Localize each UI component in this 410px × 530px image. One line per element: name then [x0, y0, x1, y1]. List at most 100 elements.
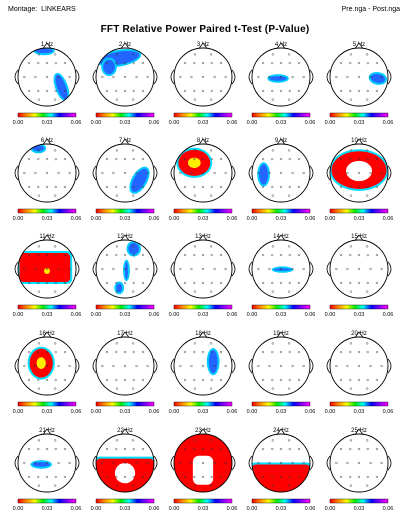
colorbar-tick-label: 0.00 [169, 312, 180, 318]
region-inner [32, 462, 50, 467]
colorbar-tick-label: 0.00 [325, 312, 336, 318]
colorbar [95, 208, 155, 214]
colorbar [95, 304, 155, 310]
electrode-marker [34, 75, 37, 79]
region-hole [192, 455, 214, 485]
right-ear [153, 69, 158, 85]
nose [198, 331, 208, 338]
colorbar-tick-label: 0.06 [305, 216, 316, 222]
right-ear [75, 455, 80, 471]
electrode-marker [201, 171, 205, 175]
colorbar-tick-label: 0.00 [169, 409, 180, 415]
electrode-marker [366, 253, 369, 257]
electrode-marker [257, 364, 260, 368]
colorbar-tick-label: 0.06 [383, 312, 394, 318]
right-ear [309, 455, 314, 471]
topomap-2: 2 Hz0.00 0.03 0.06 [91, 42, 160, 126]
electrode-marker [213, 75, 216, 79]
head-background [252, 337, 310, 395]
electrode-marker [201, 364, 205, 368]
electrode-marker [366, 149, 369, 152]
electrode-marker [101, 267, 104, 271]
colorbar [251, 208, 311, 214]
electrode-marker [115, 447, 118, 451]
colorbar-tick-label: 0.06 [71, 120, 82, 126]
electrode-marker [183, 378, 187, 382]
electrode-marker [201, 89, 205, 93]
colorbar-tick-label: 0.03 [276, 312, 287, 318]
electrode-marker [193, 61, 196, 65]
electrode-marker [339, 378, 343, 382]
electrode-marker [105, 281, 109, 285]
electrode-marker [357, 364, 361, 368]
colorbar [173, 498, 233, 504]
head-outline [17, 433, 77, 493]
electrode-marker [112, 364, 115, 368]
colorbar-tick-label: 0.06 [383, 409, 394, 415]
left-ear [248, 455, 253, 471]
electrode-marker [132, 342, 135, 345]
electrode-marker [54, 185, 57, 189]
nose [120, 234, 130, 241]
electrode-marker [219, 89, 223, 93]
region-inner [131, 168, 148, 192]
electrode-marker [193, 387, 196, 390]
electrode-marker [349, 290, 352, 293]
colorbar-tick-label: 0.00 [13, 120, 24, 126]
electrode-marker [380, 171, 383, 175]
colorbar-tick-label: 0.03 [198, 120, 209, 126]
colorbar [329, 208, 389, 214]
electrode-marker [132, 350, 135, 354]
electrode-marker [146, 75, 149, 79]
head-outline [17, 336, 77, 396]
electrode-marker [141, 447, 145, 451]
region-inner [116, 283, 123, 293]
colorbar [329, 112, 389, 118]
electrode-marker [335, 75, 338, 79]
electrode-marker [213, 364, 216, 368]
electrode-marker [132, 290, 135, 293]
electrode-marker [297, 157, 301, 161]
electrode-marker [366, 53, 369, 56]
topomap-6: 6 Hz0.00 0.03 0.06 [13, 138, 82, 222]
electrode-marker [135, 461, 138, 465]
electrode-marker [279, 461, 283, 465]
electrode-marker [45, 185, 49, 189]
electrode-marker [37, 447, 40, 451]
electrode-marker [210, 484, 213, 487]
head-background [330, 240, 388, 298]
left-ear [14, 165, 19, 181]
electrode-marker [132, 185, 135, 189]
electrode-marker [68, 75, 71, 79]
electrode-marker [375, 185, 379, 189]
electrode-marker [54, 98, 57, 101]
electrode-marker [57, 461, 60, 465]
electrode-marker [183, 61, 187, 65]
electrode-marker [339, 447, 343, 451]
significance-regions [368, 71, 388, 85]
electrode-marker [141, 61, 145, 65]
electrode-marker [210, 98, 213, 101]
right-ear [75, 261, 80, 277]
electrode-marker [193, 350, 196, 354]
region-core [187, 157, 201, 169]
electrode-marker [366, 342, 369, 345]
electrode-marker [193, 98, 196, 101]
electrode-marker [37, 342, 40, 345]
electrode-marker [37, 245, 40, 248]
electrode-marker [201, 475, 205, 479]
electrode-marker [366, 89, 369, 93]
electrode-marker [291, 364, 294, 368]
electrode-marker [210, 387, 213, 390]
colorbar-tick-label: 0.06 [227, 120, 238, 126]
colorbar-tick-label: 0.00 [13, 312, 24, 318]
left-ear [14, 455, 19, 471]
right-ear [309, 69, 314, 85]
electrode-marker [63, 185, 67, 189]
colorbar-tick-label: 0.00 [91, 120, 102, 126]
electrode-marker [339, 281, 343, 285]
electrode-marker [210, 157, 213, 161]
head-outline [173, 239, 233, 299]
electrode-marker [288, 185, 291, 189]
topomap-17: 17 Hz0.00 0.03 0.06 [91, 331, 160, 415]
